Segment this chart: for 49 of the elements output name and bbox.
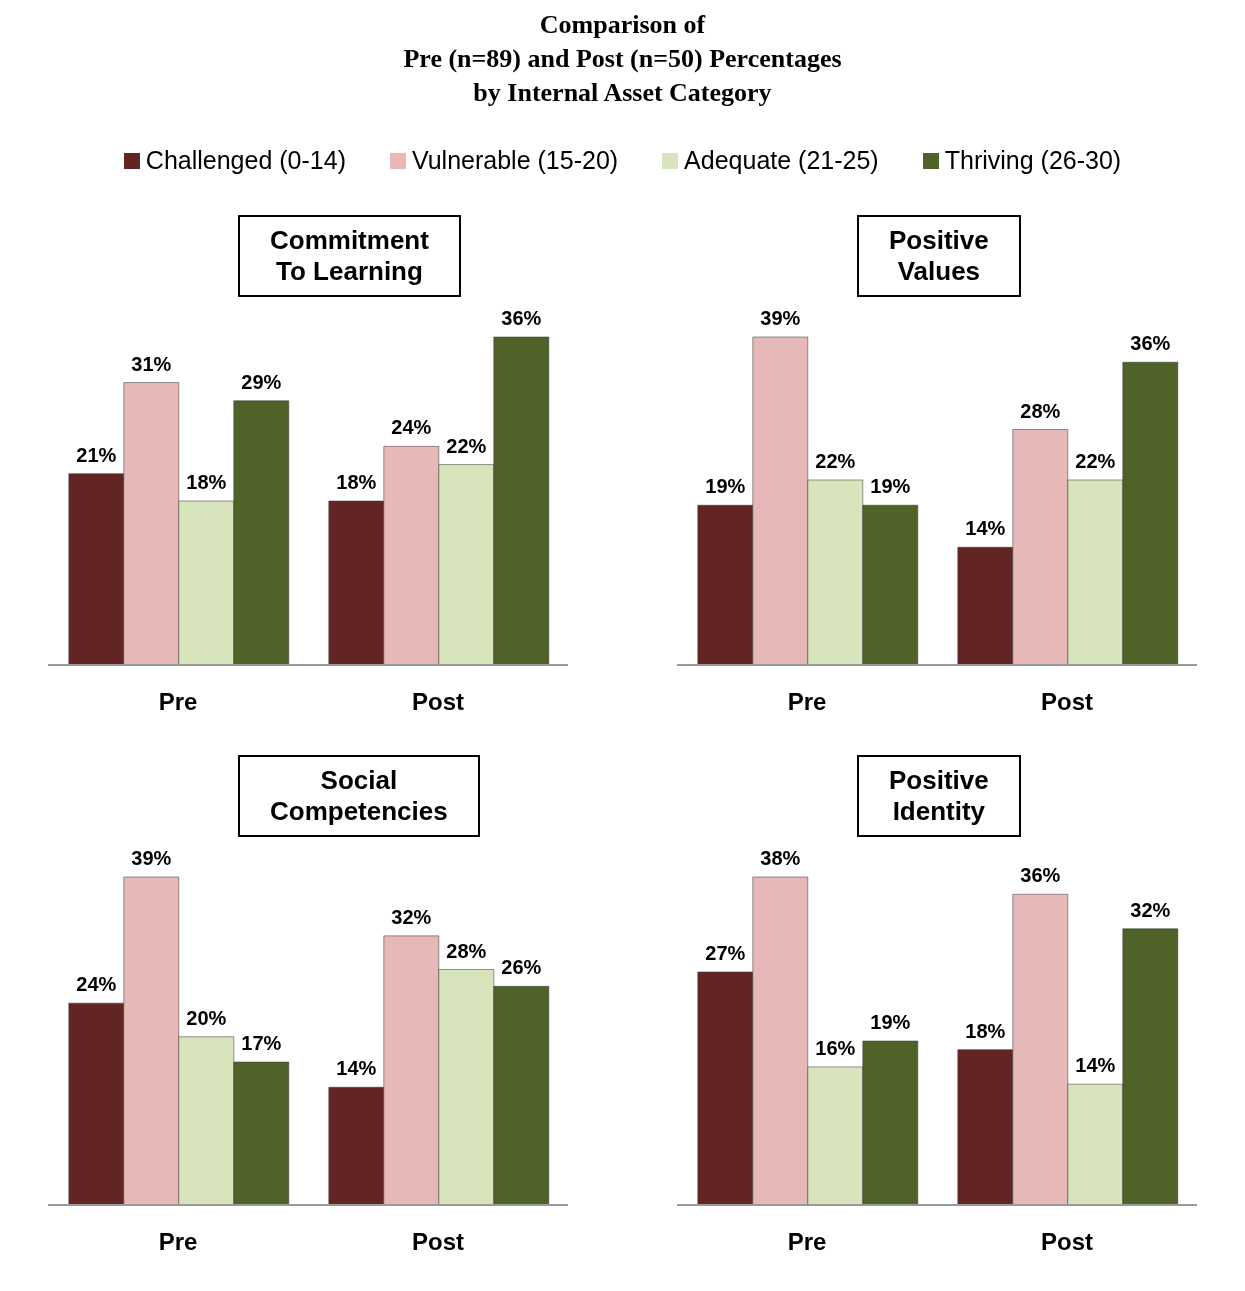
chart-title: Commitment To Learning [270, 225, 429, 287]
data-label: 32% [1130, 898, 1171, 921]
x-tick-label: Post [1040, 1228, 1094, 1256]
legend-label: Vulnerable (15-20) [411, 146, 619, 175]
x-tick-label: Pre [787, 688, 827, 716]
data-label: 21% [76, 443, 117, 466]
data-label: 36% [1130, 332, 1171, 355]
data-label: 19% [870, 475, 911, 498]
data-label: 26% [501, 956, 542, 979]
data-label: 22% [815, 449, 856, 472]
data-label: 14% [1075, 1054, 1116, 1077]
data-label: 14% [336, 1057, 377, 1080]
data-label: 31% [131, 352, 172, 375]
x-tick-label: Post [411, 1228, 465, 1256]
data-label: 36% [501, 307, 542, 329]
x-tick-label: Pre [158, 1228, 198, 1256]
data-label: 19% [870, 1011, 911, 1033]
data-label: 18% [336, 471, 377, 493]
data-label: 22% [1075, 449, 1116, 472]
text: Comparison of Pre (n=89) and Post (n=50) Percentages by Internal Asset Category [402, 9, 843, 109]
data-label: 17% [241, 1032, 282, 1055]
data-label: 29% [241, 370, 282, 393]
legend-label: Adequate (21-25) [684, 146, 879, 175]
x-tick-label: Post [1040, 688, 1094, 716]
data-label: 19% [705, 475, 746, 498]
data-label: 27% [705, 941, 746, 964]
data-label: 36% [1020, 864, 1061, 887]
data-label: 32% [391, 905, 432, 928]
data-label: 39% [131, 847, 172, 869]
chart-title: Positive Identity [889, 765, 989, 827]
x-tick-label: Post [411, 688, 465, 716]
data-label: 24% [76, 973, 117, 996]
x-tick-label: Pre [787, 1228, 827, 1256]
data-label: 28% [446, 939, 487, 962]
data-label: 18% [965, 1019, 1006, 1042]
data-label: 24% [391, 416, 432, 439]
data-label: 16% [815, 1036, 856, 1059]
data-label: 38% [760, 847, 801, 869]
data-label: 18% [186, 471, 227, 493]
x-tick-label: Pre [158, 688, 198, 716]
data-label: 14% [965, 517, 1006, 540]
data-label: 39% [760, 307, 801, 329]
chart-title: Social Competencies [270, 765, 448, 827]
chart-title: Positive Values [889, 225, 989, 287]
data-label: 22% [446, 434, 487, 457]
data-label: 28% [1020, 399, 1061, 422]
data-label: 20% [186, 1006, 227, 1029]
legend-label: Thriving (26-30) [944, 146, 1122, 175]
legend-label: Challenged (0-14) [145, 146, 346, 175]
